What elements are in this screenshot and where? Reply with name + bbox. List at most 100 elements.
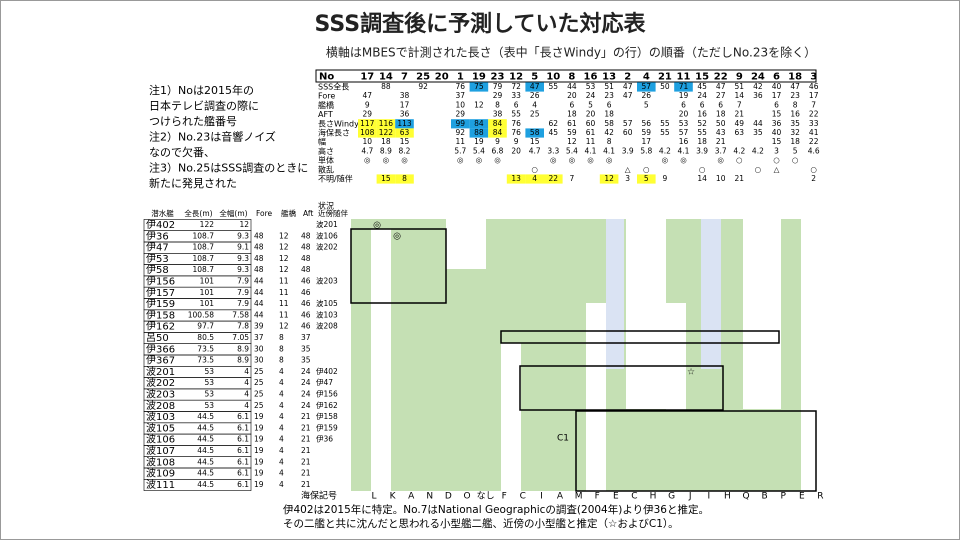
ship-cell: 108.7 (193, 265, 215, 274)
top-col: 20 (435, 72, 449, 83)
ship-cell: 波203 (316, 276, 338, 286)
top-cell-highlight (376, 119, 396, 129)
top-cell: ◎ (476, 156, 483, 165)
top-cell: 108 (360, 128, 375, 137)
top-cell: 6 (607, 100, 612, 109)
ship-cell: 21 (301, 435, 311, 444)
note-line: 注1）Noは2015年の (149, 83, 254, 97)
top-cell: 11 (456, 137, 466, 146)
top-col: 9 (736, 72, 743, 83)
top-cell: 27 (716, 91, 726, 100)
grid-code: F (595, 492, 600, 502)
top-col: 4 (643, 72, 650, 83)
top-cell: 42 (604, 128, 614, 137)
top-cell: 15 (772, 137, 782, 146)
top-cell: 20 (586, 110, 596, 119)
top-cell: ◎ (401, 156, 408, 165)
top-cell: 84 (493, 128, 503, 137)
ship-cell: 伊36 (146, 230, 169, 242)
top-cell-highlight (488, 119, 507, 129)
ship-cell: 30 (254, 356, 264, 365)
ship-cell: 6.1 (237, 423, 249, 432)
top-cell: 3.7 (715, 146, 727, 155)
top-col: 1 (457, 72, 464, 83)
top-row-label: 単体 (318, 155, 334, 165)
ship-cell: 19 (254, 423, 264, 432)
ship-cell: 4 (279, 435, 284, 444)
top-cell: 7 (811, 100, 816, 109)
top-cell: 88 (474, 128, 484, 137)
top-cell: 22 (549, 174, 559, 183)
ship-cell: 11 (279, 277, 289, 286)
top-cell: 12 (474, 100, 484, 109)
ship-cell: 7.9 (237, 299, 249, 308)
top-cell: 12 (567, 137, 577, 146)
ship-cell: 19 (254, 412, 264, 421)
top-cell: 4 (532, 100, 537, 109)
ship-cell: 37 (301, 333, 311, 342)
top-cell: 58 (604, 119, 614, 128)
ship-header: Aft (303, 209, 313, 218)
top-cell: 52 (697, 119, 707, 128)
ship-cell: 24 (301, 401, 311, 410)
top-cell: 3 (625, 174, 630, 183)
grid-code: I (540, 492, 543, 502)
ship-cell: 48 (301, 265, 311, 274)
grid-code: I (707, 492, 710, 502)
top-cell: 21 (716, 137, 726, 146)
top-cell: 20 (679, 110, 689, 119)
top-col: 21 (658, 72, 672, 83)
grid-box (350, 228, 447, 304)
top-cell: 6 (700, 100, 705, 109)
top-cell-highlight (506, 174, 526, 184)
grid-code: C (631, 492, 637, 502)
note-line: つけられた艦番号 (149, 114, 237, 128)
ship-cell: 波202 (146, 376, 175, 389)
ship-cell: 53 (204, 378, 214, 387)
ship-cell: 44.5 (197, 457, 214, 466)
top-cell: 92 (456, 128, 466, 137)
top-col: 17 (360, 72, 374, 83)
subtitle: 横軸はMBESで計測された長さ（表中「長さWindy」の行）の順番（ただしNo.… (326, 45, 816, 60)
ship-cell: 44.5 (197, 469, 214, 478)
top-cell: 6 (570, 100, 575, 109)
top-cell: 55 (660, 128, 670, 137)
top-cell: 37 (456, 91, 466, 100)
grid-blue (606, 219, 624, 369)
ship-header: 潜水艦 (151, 208, 174, 218)
top-cell: 5 (793, 146, 798, 155)
top-cell: 10 (456, 100, 466, 109)
grid-code: H (724, 492, 731, 502)
ship-cell: 12 (279, 265, 289, 274)
top-cell: 38 (400, 91, 410, 100)
top-cell: 56 (642, 119, 652, 128)
grid-code: C (520, 492, 526, 502)
ship-cell: 呂50 (146, 332, 169, 344)
top-cell: 46 (809, 82, 819, 91)
top-cell: 42 (753, 82, 763, 91)
top-cell: 8.9 (380, 146, 392, 155)
top-cell: ◎ (550, 156, 557, 165)
ship-cell: 伊53 (146, 253, 169, 265)
ship-cell: 37 (254, 333, 264, 342)
grid-code: J (688, 492, 692, 502)
grid-marker: ☆ (687, 368, 695, 378)
top-cell: 57 (679, 128, 689, 137)
ship-cell: 46 (301, 277, 311, 286)
top-col: 3 (810, 72, 817, 83)
top-row-label: 散乱 (318, 164, 334, 174)
top-cell: 16 (790, 110, 800, 119)
top-col: 8 (568, 72, 575, 83)
top-cell: 5 (644, 174, 649, 183)
ship-cell: 6.1 (237, 480, 249, 489)
ship-cell: 波103 (146, 410, 175, 423)
grid-axis-label: 海保記号 (301, 490, 337, 502)
ship-cell: 46 (301, 310, 311, 319)
top-cell: 36 (753, 91, 763, 100)
ship-cell: 35 (301, 344, 311, 353)
ship-cell: 30 (254, 344, 264, 353)
top-cell: 4.2 (752, 146, 764, 155)
ship-cell: 伊159 (316, 422, 338, 432)
ship-cell: 伊366 (146, 343, 175, 355)
ship-cell: 97.7 (197, 322, 214, 331)
